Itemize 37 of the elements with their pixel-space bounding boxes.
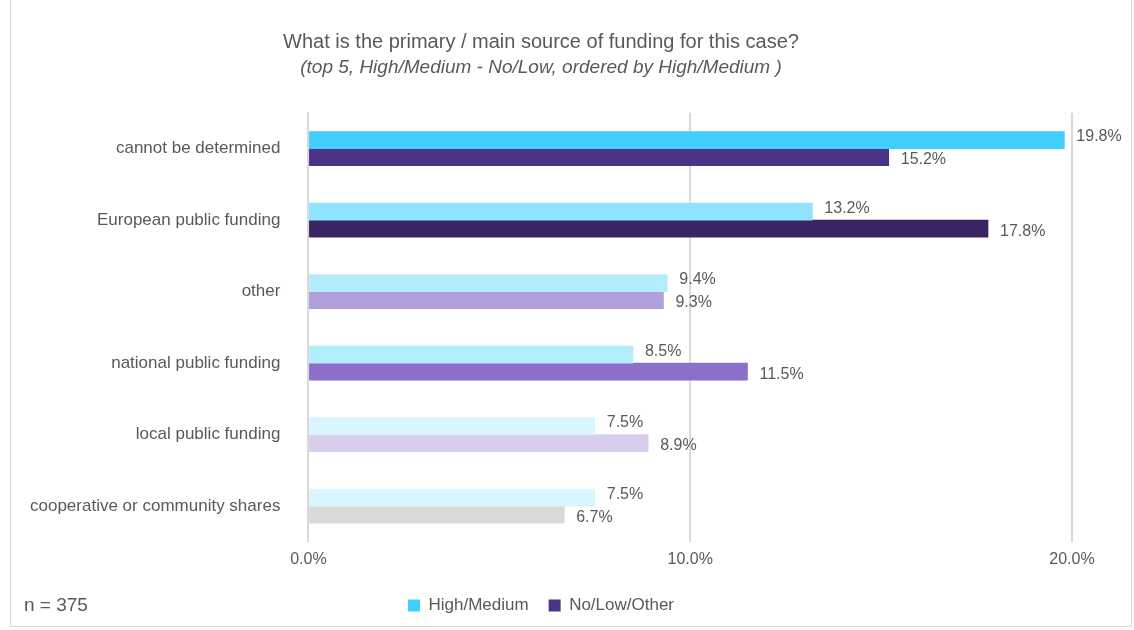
data-label: 8.5% [644,341,682,359]
data-label: 19.8% [1076,127,1122,145]
text: n = 375 [24,594,88,616]
data-label: 7.5% [606,413,644,431]
x-tick-label: 20.0% [1049,549,1095,567]
chart-subtitle: (top 5, High/Medium - No/Low, ordered by High/Medium ) [300,55,782,77]
x-tick-label: 0.0% [290,549,327,567]
data-label: 17.8% [1000,221,1046,239]
data-label: 11.5% [759,364,804,382]
bar [309,362,748,381]
data-label: 9.3% [675,293,712,311]
legend-label: High/Medium [428,595,529,615]
bar [309,219,989,238]
bar [309,131,1065,149]
data-label: 6.7% [576,507,613,525]
bar [309,202,813,221]
y-tick-label: national public funding [111,352,281,372]
data-label: 7.5% [606,484,644,502]
data-label: 8.9% [660,436,697,454]
y-tick-label: cannot be determined [115,138,281,158]
legend-label: No/Low/Other [569,595,675,615]
y-tick-label: other [241,281,281,301]
bar [309,417,596,435]
bar [309,274,668,292]
y-tick-label: local public funding [135,424,281,444]
bar [309,488,596,507]
bar [309,291,664,309]
chart-title: What is the primary / main source of funding for this case? [283,29,799,52]
data-label: 15.2% [900,150,947,168]
data-label: 13.2% [824,198,870,216]
data-label: 9.4% [679,270,716,288]
bar [309,148,890,166]
y-tick-label: cooperative or community shares [29,495,281,515]
bar [309,434,649,452]
y-tick-label: European public funding [97,209,281,229]
x-tick-label: 10.0% [667,549,713,567]
bar [309,345,634,364]
